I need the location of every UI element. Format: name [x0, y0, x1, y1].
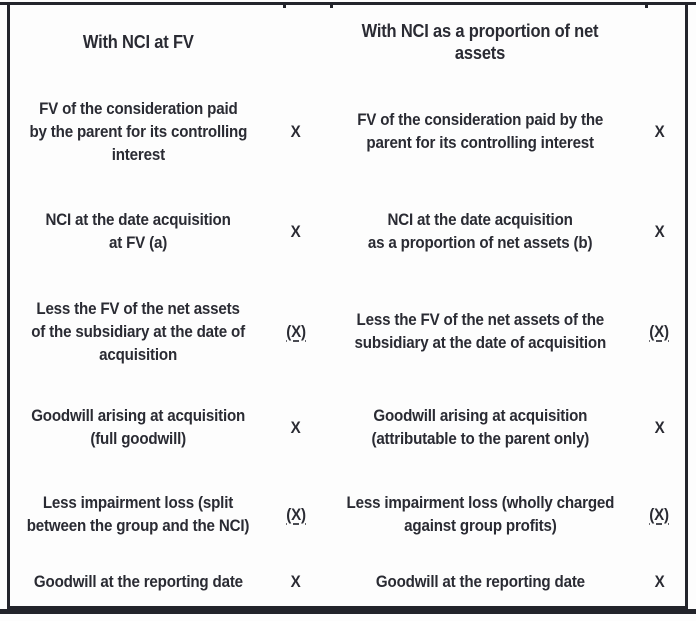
- row-value: X: [634, 79, 685, 183]
- row-label-text: Less the FV of the net assets of the sub…: [31, 298, 245, 364]
- table-outer-border: With NCI at FV With NCI as a proportion …: [7, 2, 688, 609]
- row-label-text: Goodwill arising at acquisition (full go…: [31, 406, 245, 448]
- row-value: (X): [266, 279, 326, 383]
- column-border-tick: [330, 5, 333, 8]
- row-value-text: X: [654, 221, 665, 241]
- row-label-text: Less impairment loss (wholly charged aga…: [346, 493, 614, 535]
- row-value: X: [266, 183, 326, 279]
- row-label-text: Less the FV of the net assets of the sub…: [354, 310, 606, 352]
- row-label: Goodwill at the reporting date: [10, 557, 266, 606]
- row-label-text: Goodwill at the reporting date: [33, 572, 243, 591]
- header-right-text: With NCI as a proportion of net assets: [361, 20, 599, 63]
- column-border-tick: [283, 5, 286, 8]
- row-value-text: X: [654, 417, 665, 437]
- row-value-text: X: [291, 417, 301, 437]
- header-right-value-spacer: [634, 5, 685, 79]
- row-label-text: FV of the consideration paid by the pare…: [29, 98, 247, 164]
- row-label: NCI at the date acquisition as a proport…: [326, 183, 634, 279]
- row-value: X: [266, 79, 326, 183]
- row-value: X: [634, 557, 685, 606]
- row-value: X: [634, 383, 685, 471]
- row-label-text: Goodwill arising at acquisition (attribu…: [371, 406, 589, 448]
- row-value-text: (X): [649, 504, 670, 524]
- row-label: Less impairment loss (split between the …: [10, 471, 266, 557]
- row-label: Less impairment loss (wholly charged aga…: [326, 471, 634, 557]
- row-label: FV of the consideration paid by the pare…: [10, 79, 266, 183]
- row-label: Less the FV of the net assets of the sub…: [10, 279, 266, 383]
- row-value: (X): [634, 471, 685, 557]
- row-value: (X): [634, 279, 685, 383]
- row-label-text: NCI at the date acquisition at FV (a): [45, 210, 231, 252]
- row-label: NCI at the date acquisition at FV (a): [10, 183, 266, 279]
- row-value: X: [634, 183, 685, 279]
- row-value: (X): [266, 471, 326, 557]
- row-label-text: Less impairment loss (split between the …: [26, 493, 250, 535]
- crop-border-top: [0, 2, 696, 5]
- header-with-nci-at-fv: With NCI at FV: [10, 5, 266, 79]
- row-value-text: (X): [286, 504, 306, 524]
- row-label: Goodwill arising at acquisition (attribu…: [326, 383, 634, 471]
- header-left-value-spacer: [266, 5, 326, 79]
- row-label: Less the FV of the net assets of the sub…: [326, 279, 634, 383]
- row-value-text: X: [291, 572, 301, 591]
- row-value: X: [266, 383, 326, 471]
- row-label: Goodwill arising at acquisition (full go…: [10, 383, 266, 471]
- row-value: X: [266, 557, 326, 606]
- row-value-text: X: [291, 121, 301, 141]
- row-label-text: NCI at the date acquisition as a proport…: [367, 210, 593, 252]
- row-label-text: FV of the consideration paid by the pare…: [357, 110, 603, 152]
- row-value-text: (X): [286, 321, 306, 341]
- table-grid: With NCI at FV With NCI as a proportion …: [10, 5, 685, 606]
- header-with-nci-proportion: With NCI as a proportion of net assets: [326, 5, 634, 79]
- row-label-text: Goodwill at the reporting date: [375, 572, 585, 591]
- row-value-text: X: [654, 121, 665, 141]
- column-border-tick: [645, 5, 648, 8]
- row-value-text: (X): [649, 321, 670, 341]
- row-value-text: X: [291, 221, 301, 241]
- header-left-text: With NCI at FV: [82, 31, 194, 52]
- row-value-text: X: [654, 572, 665, 591]
- row-label: Goodwill at the reporting date: [326, 557, 634, 606]
- crop-border-bottom: [0, 609, 696, 614]
- row-label: FV of the consideration paid by the pare…: [326, 79, 634, 183]
